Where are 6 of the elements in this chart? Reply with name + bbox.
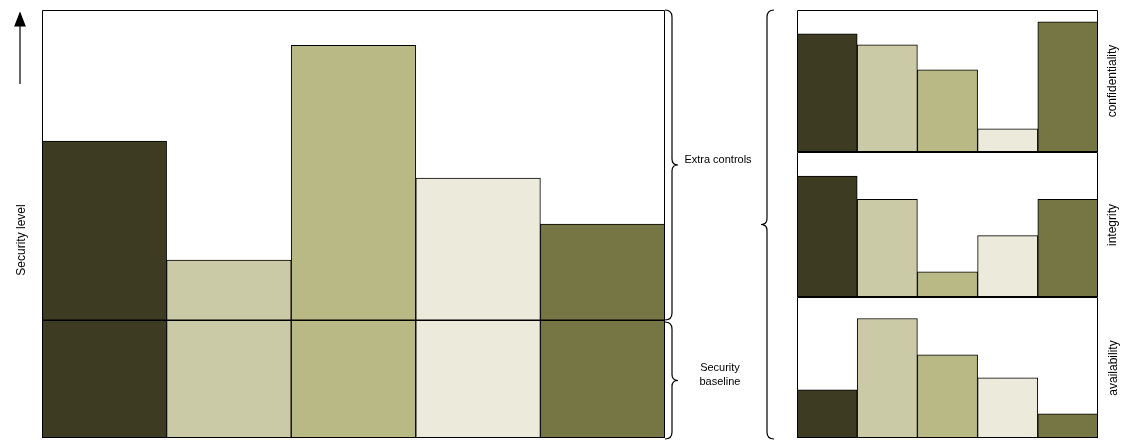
y-axis-title: confidentiality: [1104, 44, 1119, 118]
text: Extra controls: [683, 152, 753, 166]
text: Security baseline: [698, 360, 742, 388]
y-axis-title: availability: [1105, 339, 1120, 396]
y-axis-title: Security level: [13, 204, 28, 276]
y-axis-title: integrity: [1105, 203, 1120, 246]
